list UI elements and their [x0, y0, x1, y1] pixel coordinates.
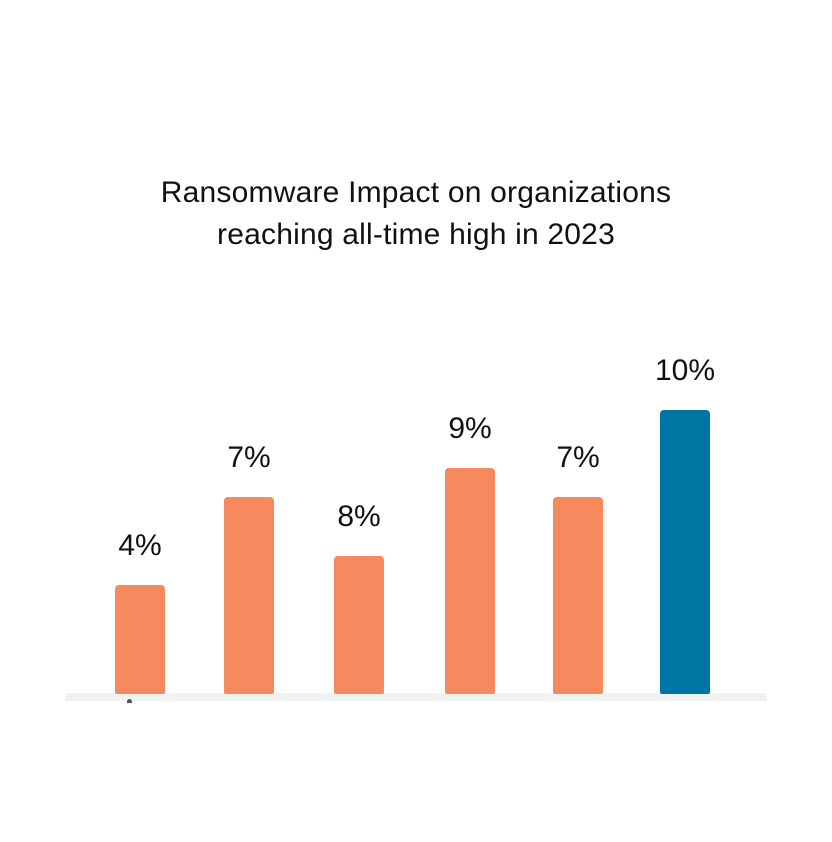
- bar-4: [445, 468, 495, 694]
- bar-value-label-4: 9%: [448, 412, 492, 445]
- bar-value-label-5: 7%: [556, 441, 600, 474]
- x-axis-tick-marker: [127, 699, 132, 703]
- bar-5: [553, 497, 603, 694]
- chart-title-line-2: reaching all-time high in 2023: [217, 218, 615, 251]
- bar-3: [334, 556, 384, 694]
- bar-1: [115, 585, 165, 694]
- x-axis-baseline: [65, 693, 767, 701]
- bar-value-label-2: 7%: [227, 441, 271, 474]
- bar-value-label-3: 8%: [337, 500, 381, 533]
- bar-6: [660, 410, 710, 694]
- bar-2: [224, 497, 274, 694]
- chart-title: Ransomware Impact on organizations reach…: [0, 172, 832, 256]
- bar-value-label-6: 10%: [654, 354, 716, 387]
- chart-title-line-1: Ransomware Impact on organizations: [160, 176, 672, 209]
- bar-value-label-1: 4%: [118, 529, 162, 562]
